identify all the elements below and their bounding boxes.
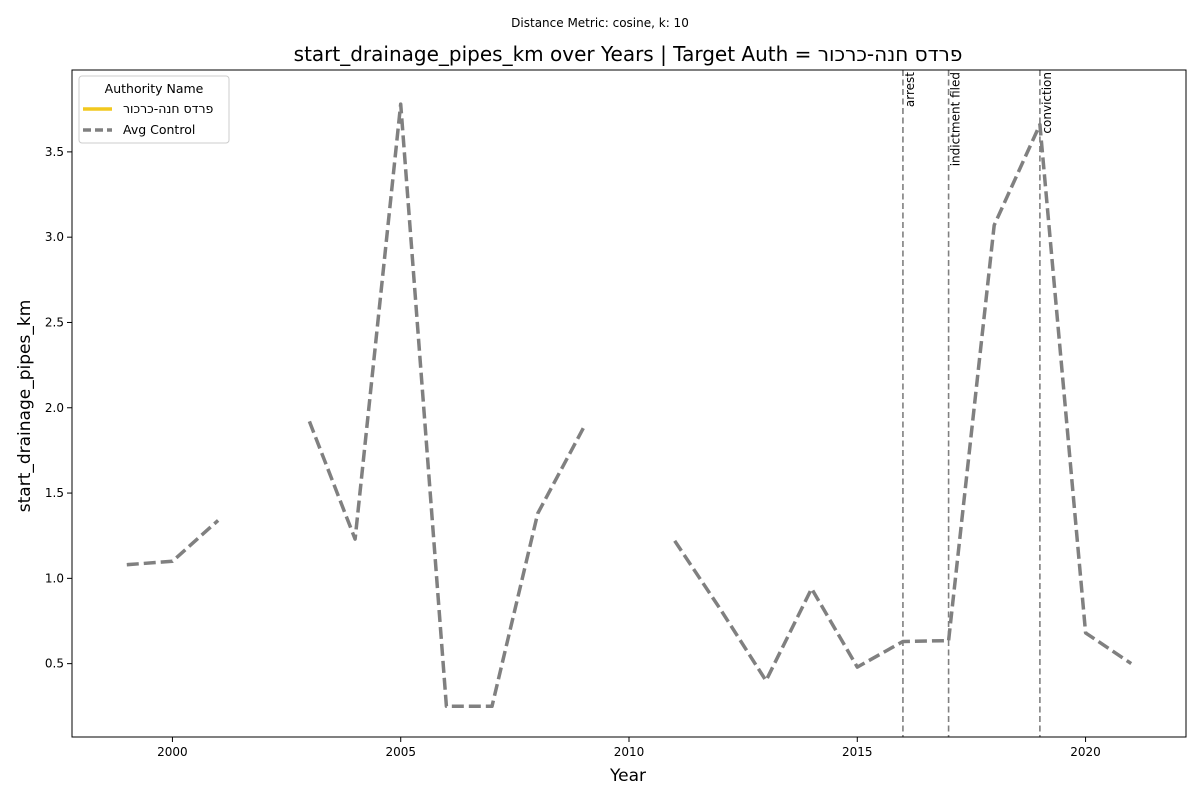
data-point-2009 <box>582 427 585 430</box>
data-point-2003 <box>308 420 311 423</box>
data-point-2014 <box>810 587 813 590</box>
y-tick-label-3: 3.0 <box>45 230 64 244</box>
data-point-2020 <box>1084 631 1087 634</box>
data-point-2019 <box>1038 123 1041 126</box>
legend-title: Authority Name <box>105 81 204 96</box>
y-tick-label-2.5: 2.5 <box>45 315 64 329</box>
y-tick-label-2: 2.0 <box>45 401 64 415</box>
data-point-2016 <box>901 640 904 643</box>
data-point-2018 <box>993 224 996 227</box>
data-point-1999 <box>125 563 128 566</box>
data-point-2005 <box>399 103 402 106</box>
event-markers: arrest indictment filed conviction <box>902 70 1054 737</box>
series-layer <box>125 102 1133 709</box>
x-tick-label-2010: 2010 <box>614 745 645 759</box>
legend: Authority Name פרדס חנה-כרכור Avg Control <box>78 75 230 144</box>
data-point-2000 <box>171 560 174 563</box>
chart-suptitle: Distance Metric: cosine, k: 10 <box>511 16 689 30</box>
series-line-1-segment-1 <box>307 102 585 709</box>
x-axis: 2000 2005 2010 2015 2020 <box>157 737 1101 759</box>
data-point-2015 <box>856 666 859 669</box>
data-point-2001 <box>217 519 220 522</box>
series-line-1-segment-0 <box>126 519 220 567</box>
y-tick-label-3.5: 3.5 <box>45 145 64 159</box>
series-line-1-segment-2 <box>673 122 1133 683</box>
data-point-2008 <box>536 512 539 515</box>
event-label-indictment-filed: indictment filed <box>949 72 963 166</box>
data-point-2017 <box>947 639 950 642</box>
data-point-2021 <box>1130 662 1133 665</box>
x-tick-label-2000: 2000 <box>157 745 188 759</box>
data-point-2004 <box>354 538 357 541</box>
x-axis-label: Year <box>609 766 646 786</box>
x-tick-label-2005: 2005 <box>385 745 416 759</box>
x-tick-label-2015: 2015 <box>842 745 873 759</box>
plot-frame <box>71 69 1187 738</box>
y-axis: 0.5 1.0 1.5 2.0 2.5 3.0 3.5 <box>45 145 72 671</box>
data-point-2006 <box>445 705 448 708</box>
y-axis-label: start_drainage_pipes_km <box>15 300 35 512</box>
data-point-2013 <box>764 679 767 682</box>
y-tick-label-1.5: 1.5 <box>45 486 64 500</box>
event-label-conviction: conviction <box>1040 72 1054 134</box>
y-tick-label-1: 1.0 <box>45 571 64 585</box>
x-tick-label-2020: 2020 <box>1070 745 1101 759</box>
legend-box <box>78 75 230 144</box>
data-point-2007 <box>491 705 494 708</box>
event-label-arrest: arrest <box>903 72 917 107</box>
data-point-2012 <box>719 608 722 611</box>
legend-label-1: Avg Control <box>123 122 195 137</box>
y-tick-label-0.5: 0.5 <box>45 657 64 671</box>
chart-title: start_drainage_pipes_km over Years | Tar… <box>294 42 963 66</box>
data-point-2011 <box>673 539 676 542</box>
legend-label-0: פרדס חנה-כרכור <box>123 101 214 116</box>
